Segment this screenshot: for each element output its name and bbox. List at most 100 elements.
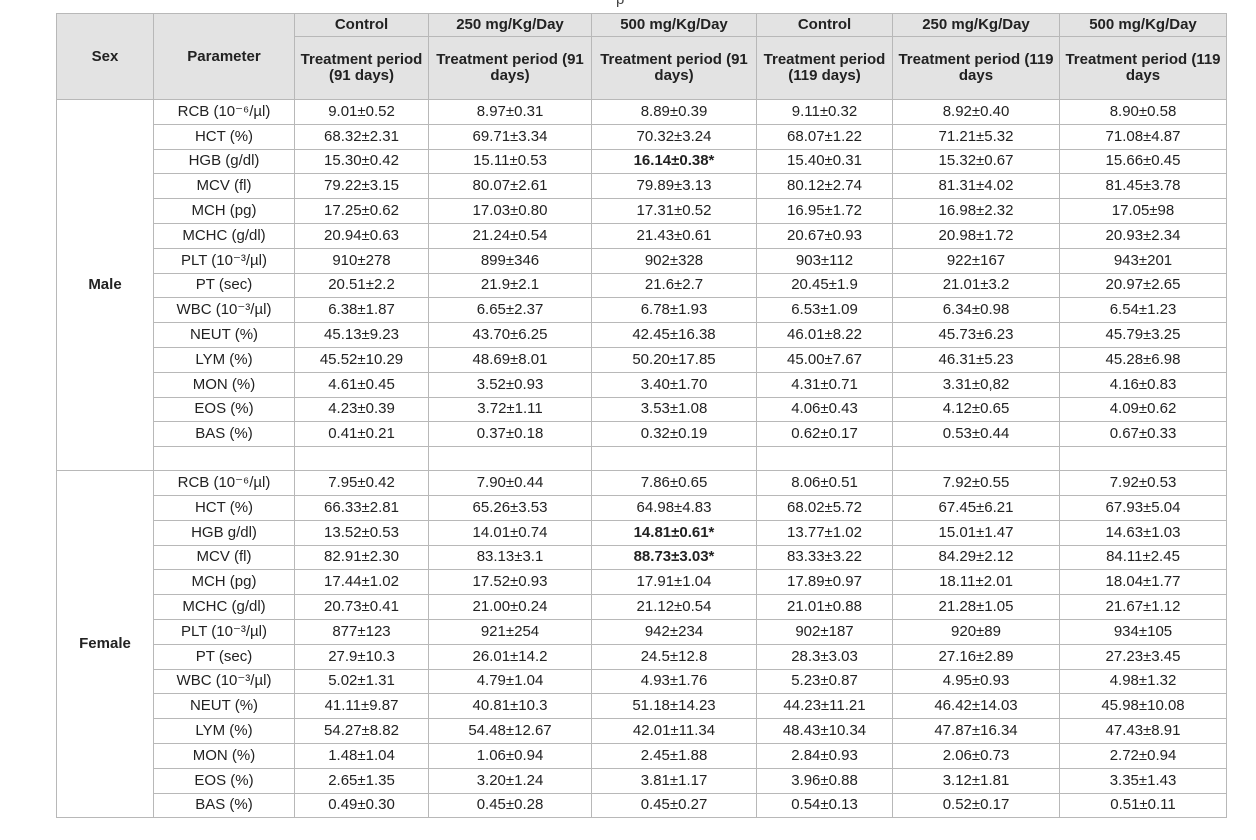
parameter-cell: BAS (%) bbox=[153, 421, 295, 448]
table-caption-fragment: p bbox=[56, 0, 1226, 13]
value-cell: 45.98±10.08 bbox=[1059, 693, 1227, 720]
value-cell: 7.92±0.55 bbox=[892, 470, 1060, 496]
table-row: MCH (pg) 17.25±0.62 17.03±0.80 17.31±0.52 16… bbox=[57, 198, 1227, 224]
value-cell: 45.28±6.98 bbox=[1059, 346, 1227, 373]
parameter-cell: MCHC (g/dl) bbox=[153, 222, 295, 249]
table-row: HGB g/dl) 13.52±0.53 14.01±0.74 14.81±0.61*… bbox=[57, 519, 1227, 546]
value-cell: 8.90±0.58 bbox=[1059, 99, 1227, 125]
table-row: Female RCB (10⁻⁶/µl) 7.95±0.42 7.90±0.44 7.8… bbox=[56, 470, 1227, 819]
value-cell: 0.32±0.19 bbox=[591, 421, 757, 448]
parameter-cell: PT (sec) bbox=[153, 272, 295, 299]
hematology-table: Sex Parameter Control 250 mg/Kg/Day 500 … bbox=[56, 13, 1227, 819]
value-cell: 41.11±9.87 bbox=[294, 693, 429, 720]
value-cell: 910±278 bbox=[294, 247, 429, 274]
value-cell: 15.01±1.47 bbox=[892, 519, 1060, 546]
value-cell: 6.65±2.37 bbox=[428, 297, 592, 324]
value-cell: 20.45±1.9 bbox=[756, 272, 893, 299]
empty-cell bbox=[892, 446, 1060, 472]
table-row: LYM (%) 54.27±8.82 54.48±12.67 42.01±11.34 4… bbox=[57, 718, 1227, 744]
value-cell: 54.27±8.82 bbox=[294, 718, 429, 744]
value-cell: 17.03±0.80 bbox=[428, 198, 592, 224]
value-cell: 70.32±3.24 bbox=[591, 123, 757, 150]
value-cell: 0.37±0.18 bbox=[428, 421, 592, 448]
value-cell: 0.51±0.11 bbox=[1059, 792, 1227, 819]
table-page: p Sex Parameter Control 250 mg/Kg/Day 50… bbox=[56, 0, 1227, 819]
value-cell: 21.00±0.24 bbox=[428, 594, 592, 620]
parameter-cell: HCT (%) bbox=[153, 123, 295, 150]
value-cell: 0.52±0.17 bbox=[892, 792, 1060, 819]
spacer-row bbox=[57, 446, 1227, 472]
parameter-cell: MCH (pg) bbox=[153, 569, 295, 596]
value-cell: 84.11±2.45 bbox=[1059, 544, 1227, 571]
value-cell: 0.41±0.21 bbox=[294, 421, 429, 448]
table-row: MCHC (g/dl) 20.73±0.41 21.00±0.24 21.12±0.5… bbox=[57, 594, 1227, 620]
value-cell: 8.92±0.40 bbox=[892, 99, 1060, 125]
value-cell: 20.97±2.65 bbox=[1059, 272, 1227, 299]
value-cell: 88.73±3.03* bbox=[591, 544, 757, 571]
header-period: Treatment period (91 days) bbox=[294, 36, 429, 100]
value-cell: 15.66±0.45 bbox=[1059, 148, 1227, 175]
value-cell: 82.91±2.30 bbox=[294, 544, 429, 571]
value-cell: 83.33±3.22 bbox=[756, 544, 893, 571]
value-cell: 45.79±3.25 bbox=[1059, 322, 1227, 348]
value-cell: 21.01±3.2 bbox=[892, 272, 1060, 299]
value-cell: 6.53±1.09 bbox=[756, 297, 893, 324]
value-cell: 17.52±0.93 bbox=[428, 569, 592, 596]
value-cell: 83.13±3.1 bbox=[428, 544, 592, 571]
value-cell: 50.20±17.85 bbox=[591, 346, 757, 373]
value-cell: 6.38±1.87 bbox=[294, 297, 429, 324]
value-cell: 1.48±1.04 bbox=[294, 742, 429, 769]
value-cell: 69.71±3.34 bbox=[428, 123, 592, 150]
table-body: Male RCB (10⁻⁶/µl) 9.01±0.52 8.97±0.31 8.89±… bbox=[56, 98, 1227, 819]
value-cell: 42.45±16.38 bbox=[591, 322, 757, 348]
value-cell: 79.89±3.13 bbox=[591, 173, 757, 200]
header-group: 250 mg/Kg/Day bbox=[892, 13, 1060, 37]
value-cell: 2.72±0.94 bbox=[1059, 742, 1227, 769]
table-row: LYM (%) 45.52±10.29 48.69±8.01 50.20±17.85 4… bbox=[57, 346, 1227, 373]
value-cell: 8.89±0.39 bbox=[591, 99, 757, 125]
table-row: PT (sec) 27.9±10.3 26.01±14.2 24.5±12.8 28.3… bbox=[57, 643, 1227, 670]
table-row: HGB (g/dl) 15.30±0.42 15.11±0.53 16.14±0.38… bbox=[57, 148, 1227, 175]
value-cell: 6.34±0.98 bbox=[892, 297, 1060, 324]
value-cell: 21.43±0.61 bbox=[591, 222, 757, 249]
value-cell: 3.96±0.88 bbox=[756, 767, 893, 794]
parameter-cell: RCB (10⁻⁶/µl) bbox=[153, 470, 295, 496]
value-cell: 67.93±5.04 bbox=[1059, 494, 1227, 521]
value-cell: 3.40±1.70 bbox=[591, 371, 757, 398]
value-cell: 877±123 bbox=[294, 618, 429, 645]
value-cell: 921±254 bbox=[428, 618, 592, 645]
table-row: PLT (10⁻³/µl) 910±278 899±346 902±328 903±11… bbox=[57, 247, 1227, 274]
value-cell: 45.52±10.29 bbox=[294, 346, 429, 373]
value-cell: 7.90±0.44 bbox=[428, 470, 592, 496]
value-cell: 4.93±1.76 bbox=[591, 668, 757, 695]
value-cell: 84.29±2.12 bbox=[892, 544, 1060, 571]
value-cell: 21.6±2.7 bbox=[591, 272, 757, 299]
value-cell: 45.13±9.23 bbox=[294, 322, 429, 348]
header-group: 500 mg/Kg/Day bbox=[591, 13, 757, 37]
value-cell: 45.00±7.67 bbox=[756, 346, 893, 373]
parameter-cell: NEUT (%) bbox=[153, 322, 295, 348]
table-row: NEUT (%) 41.11±9.87 40.81±10.3 51.18±14.23 4… bbox=[57, 693, 1227, 720]
table-row: WBC (10⁻³/µl) 6.38±1.87 6.65±2.37 6.78±1.93… bbox=[57, 297, 1227, 324]
parameter-cell: HGB (g/dl) bbox=[153, 148, 295, 175]
value-cell: 902±187 bbox=[756, 618, 893, 645]
value-cell: 0.54±0.13 bbox=[756, 792, 893, 819]
value-cell: 48.69±8.01 bbox=[428, 346, 592, 373]
value-cell: 21.9±2.1 bbox=[428, 272, 592, 299]
value-cell: 18.11±2.01 bbox=[892, 569, 1060, 596]
value-cell: 4.31±0.71 bbox=[756, 371, 893, 398]
value-cell: 68.02±5.72 bbox=[756, 494, 893, 521]
value-cell: 28.3±3.03 bbox=[756, 643, 893, 670]
value-cell: 15.32±0.67 bbox=[892, 148, 1060, 175]
header-group: 500 mg/Kg/Day bbox=[1059, 13, 1227, 37]
parameter-cell: HGB g/dl) bbox=[153, 519, 295, 546]
value-cell: 17.25±0.62 bbox=[294, 198, 429, 224]
value-cell: 48.43±10.34 bbox=[756, 718, 893, 744]
value-cell: 15.11±0.53 bbox=[428, 148, 592, 175]
header-period: Treatment period (119 days) bbox=[756, 36, 893, 100]
value-cell: 17.44±1.02 bbox=[294, 569, 429, 596]
parameter-cell: LYM (%) bbox=[153, 346, 295, 373]
value-cell: 3.20±1.24 bbox=[428, 767, 592, 794]
value-cell: 80.12±2.74 bbox=[756, 173, 893, 200]
parameter-cell: MON (%) bbox=[153, 742, 295, 769]
